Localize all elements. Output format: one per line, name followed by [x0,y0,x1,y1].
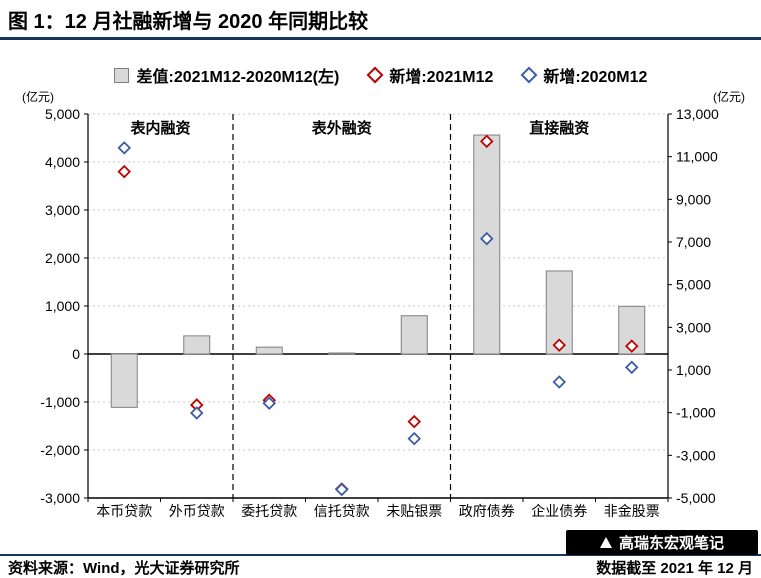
square-marker-icon [113,67,129,83]
right-axis-label: 9,000 [676,191,711,207]
right-axis-label: -5,000 [676,490,716,506]
diamond-marker [624,360,639,375]
bar [183,335,211,355]
watermark-badge: 高瑞东宏观笔记 [566,530,758,555]
footer-rule [0,554,761,556]
left-axis-label: -1,000 [40,394,80,410]
category-label: 非金股票 [604,503,660,519]
section-label: 表外融资 [312,119,372,137]
legend-label-2021: 新增:2021M12 [389,69,494,86]
right-axis-label: 5,000 [676,277,711,293]
diamond-marker [262,396,277,411]
diamond-marker [407,414,422,429]
title-rule [0,37,761,40]
category-label: 未贴银票 [386,503,442,519]
diamond-marker [479,231,494,246]
category-label: 信托贷款 [314,503,370,519]
left-axis-label: 3,000 [45,202,80,218]
page-title: 图 1：12 月社融新增与 2020 年同期比较 [8,11,369,33]
category-label: 外币贷款 [169,503,225,519]
bar [400,315,428,355]
legend: 差值:2021M12-2020M12(左) 新增:2021M12 新增:2020… [0,63,761,87]
data-note-text: 数据截至 2021 年 12 月 [596,560,753,577]
right-axis-label: 11,000 [676,149,718,165]
left-axis-unit: (亿元) [22,90,54,104]
right-axis-label: -1,000 [676,405,716,421]
diamond-marker [552,375,567,389]
source-text: 资料来源：Wind，光大证券研究所 [8,560,240,577]
diamond-marker [117,164,132,179]
left-axis-label: 0 [72,346,80,362]
section-label: 表内融资 [130,119,190,137]
left-axis-label: 2,000 [45,250,80,266]
right-axis-label: 1,000 [676,362,711,378]
right-axis-label: 13,000 [676,106,719,122]
diamond-marker [479,134,494,149]
chart: -3,000 -2,000 -1,000 0 1,000 2,000 3,000 4,000 5… [40,106,719,519]
left-axis-label: 4,000 [45,154,80,170]
category-label: 委托贷款 [241,503,297,519]
left-axis-label: -3,000 [40,490,80,506]
legend-label-diff: 差值:2021M12-2020M12(左) [136,69,340,86]
legend-label-2020: 新增:2020M12 [543,69,648,86]
category-label: 本币贷款 [96,503,152,519]
left-axis-label: 5,000 [45,106,80,122]
section-label: 直接融资 [529,119,589,137]
diamond-marker [334,482,349,497]
diamond-marker [624,339,639,353]
bar [110,353,138,408]
right-axis-label: 3,000 [676,319,711,335]
bar [255,346,283,355]
badge-text: 高瑞东宏观笔记 [618,535,724,552]
diamond-marker [117,141,132,155]
left-axis-label: -2,000 [40,442,80,458]
diamond-marker [407,431,422,446]
diamond-marker [552,338,567,352]
left-axis-label: 1,000 [45,298,80,314]
legend-item-2020: 新增:2020M12 [520,63,648,87]
legend-item-diff: 差值:2021M12-2020M12(左) [113,63,340,87]
right-axis-label: -3,000 [676,447,716,463]
red-diamond-icon [366,66,384,84]
category-label: 政府债券 [459,503,515,519]
badge-logo-icon [599,537,612,548]
bar [328,352,356,355]
right-axis-label: 7,000 [676,234,711,250]
blue-diamond-icon [520,66,538,84]
diamond-marker [189,406,204,420]
legend-item-2021: 新增:2021M12 [366,63,494,87]
right-axis-unit: (亿元) [713,90,745,104]
category-label: 企业债券 [531,503,587,519]
